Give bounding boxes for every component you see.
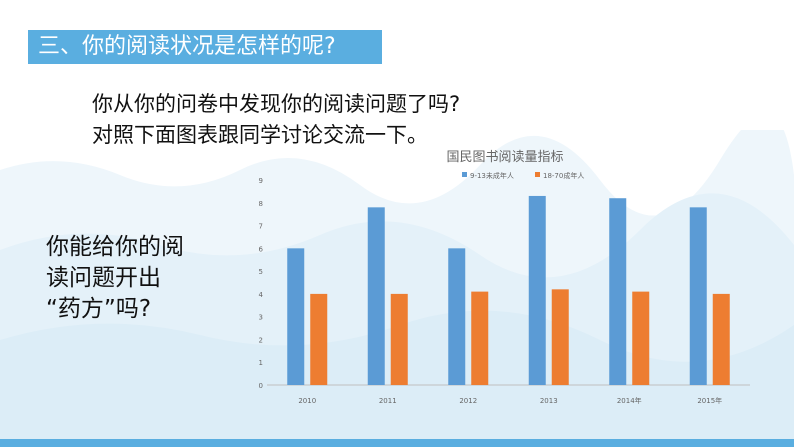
x-tick-label: 2014年	[617, 396, 642, 405]
y-tick-label: 7	[259, 223, 263, 231]
x-tick-label: 2010	[298, 397, 316, 405]
bar-9-13未成年人-2015年	[689, 207, 707, 385]
bar-9-13未成年人-2013	[528, 195, 546, 385]
bar-9-13未成年人-2012	[448, 248, 466, 385]
bar-18-70成年人-2013	[551, 289, 569, 385]
bar-18-70成年人-2014年	[632, 291, 650, 385]
legend-label-0: 9-13未成年人	[470, 171, 514, 180]
bar-18-70成年人-2015年	[712, 293, 730, 385]
y-tick-label: 6	[259, 245, 264, 253]
bar-9-13未成年人-2010	[287, 248, 305, 385]
bar-9-13未成年人-2011	[367, 207, 385, 385]
bar-9-13未成年人-2014年	[609, 198, 627, 385]
bar-18-70成年人-2012	[471, 291, 489, 385]
x-tick-label: 2011	[379, 397, 397, 405]
slide-title: 三、你的阅读状况是怎样的呢?	[28, 30, 382, 64]
legend-swatch-0	[462, 172, 467, 177]
x-tick-label: 2012	[459, 397, 477, 405]
bar-18-70成年人-2011	[390, 293, 408, 385]
y-tick-label: 1	[259, 359, 263, 367]
chart-axis: 0 1 2 3 4 5 6 7 8 9	[259, 177, 750, 390]
chart-legend: 9-13未成年人 18-70成年人	[462, 171, 584, 180]
reading-chart: 国民图书阅读量指标 9-13未成年人 18-70成年人 0 1 2 3 4 5 6 7 8 9 20…	[259, 150, 750, 405]
y-tick-label: 9	[259, 177, 263, 185]
bar-18-70成年人-2010	[310, 293, 328, 385]
y-tick-label: 4	[259, 291, 264, 299]
chart-title: 国民图书阅读量指标	[446, 150, 563, 165]
y-tick-label: 2	[259, 336, 263, 344]
question-line-1: 你从你的问卷中发现你的阅读问题了吗?	[92, 92, 461, 116]
y-tick-label: 0	[259, 382, 263, 390]
side-prompt: 你能给你的阅 读问题开出 “药方”吗?	[46, 232, 226, 325]
side-line-3: “药方”吗?	[46, 296, 152, 322]
x-tick-label: 2015年	[697, 396, 722, 405]
question-line-2: 对照下面图表跟同学讨论交流一下。	[92, 123, 428, 147]
y-tick-label: 3	[259, 314, 263, 322]
bottom-band	[0, 439, 794, 447]
x-tick-label: 2013	[540, 397, 558, 405]
legend-label-1: 18-70成年人	[543, 171, 584, 180]
y-tick-label: 5	[259, 268, 263, 276]
legend-swatch-1	[535, 172, 540, 177]
chart-bars: 2010 2011 2012 2013 2014年 2015年	[287, 195, 730, 405]
side-line-1: 你能给你的阅	[46, 234, 184, 260]
side-line-2: 读问题开出	[46, 265, 161, 291]
y-tick-label: 8	[259, 200, 263, 208]
